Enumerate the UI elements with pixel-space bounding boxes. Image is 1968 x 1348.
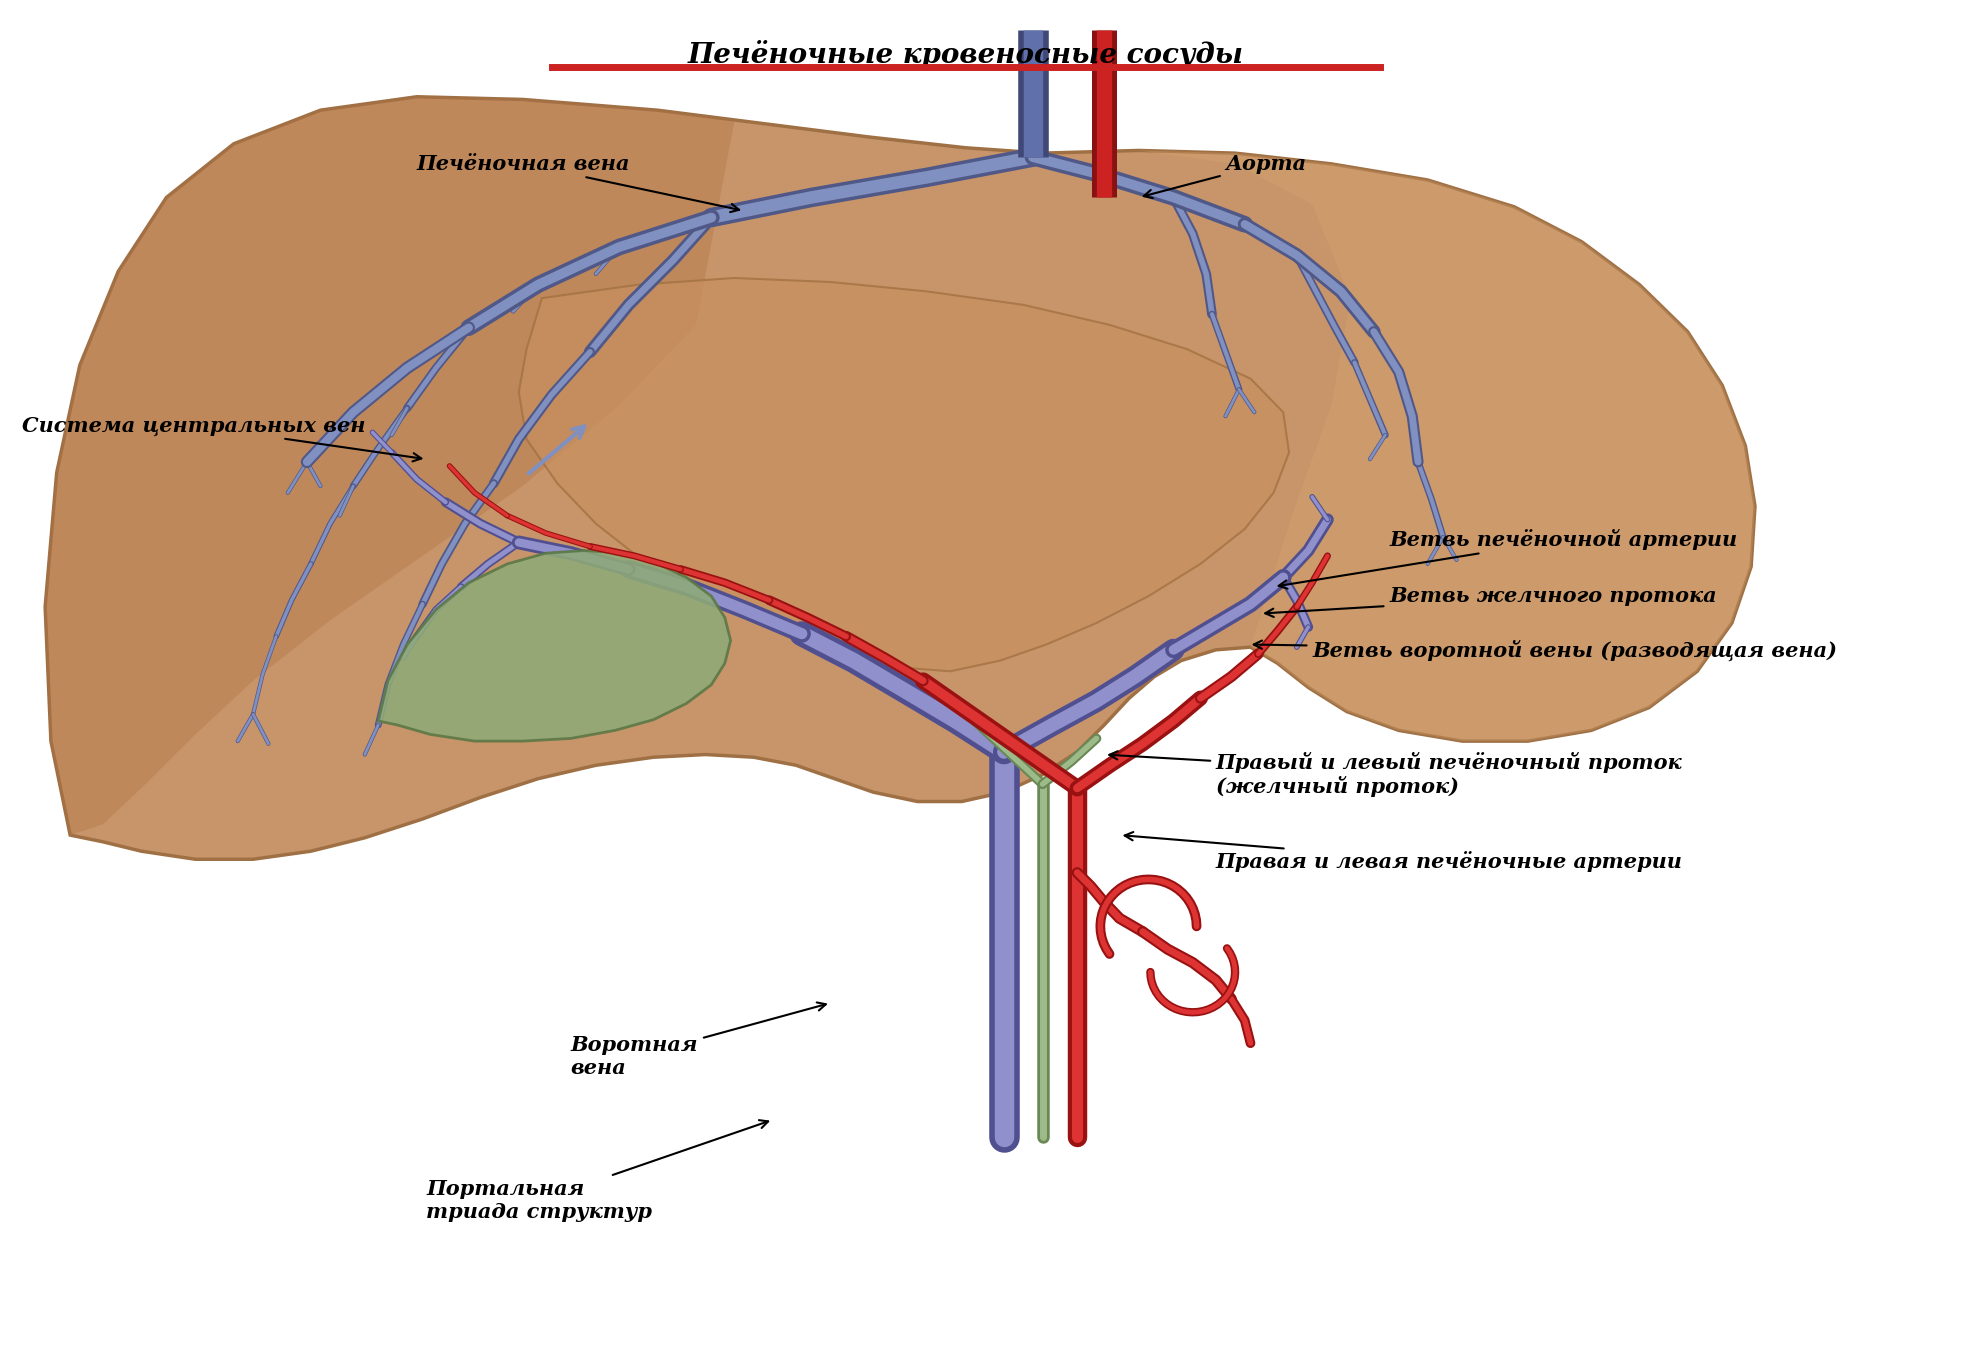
Polygon shape xyxy=(1139,151,1755,741)
Text: Правый и левый печёночный проток
(желчный проток): Правый и левый печёночный проток (желчны… xyxy=(1110,751,1683,798)
Text: Правая и левая печёночные артерии: Правая и левая печёночные артерии xyxy=(1124,832,1683,872)
Text: Ветвь печёночной артерии: Ветвь печёночной артерии xyxy=(1279,530,1738,589)
Polygon shape xyxy=(45,97,734,836)
Polygon shape xyxy=(378,550,730,741)
Polygon shape xyxy=(520,278,1289,671)
Polygon shape xyxy=(45,97,1755,859)
Text: Печёночная вена: Печёночная вена xyxy=(417,154,740,212)
Text: Воротная
вена: Воротная вена xyxy=(571,1003,827,1078)
Text: Система центральных вен: Система центральных вен xyxy=(22,415,421,461)
Text: Печёночные кровеносные сосуды: Печёночные кровеносные сосуды xyxy=(687,40,1244,69)
Text: Аорта: Аорта xyxy=(1143,154,1307,198)
Text: Портальная
триада структур: Портальная триада структур xyxy=(427,1120,768,1221)
Text: Ветвь желчного протока: Ветвь желчного протока xyxy=(1265,586,1716,617)
Text: Ветвь воротной вены (разводящая вена): Ветвь воротной вены (разводящая вена) xyxy=(1254,639,1836,661)
